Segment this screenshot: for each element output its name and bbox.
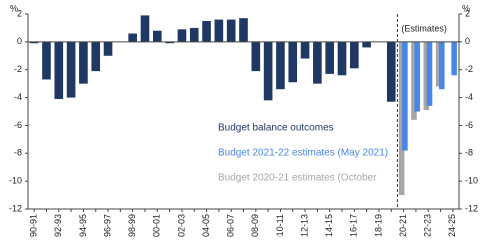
y2-tick-label: -10 (465, 176, 478, 186)
x-tick-label: 2008-09 (250, 214, 260, 237)
bar (239, 18, 248, 42)
bar (226, 19, 236, 42)
y-tick-label: -10 (9, 176, 22, 186)
bar (435, 41, 442, 87)
x-tick-label: 2002-03 (176, 214, 186, 237)
x-tick-label: 1990-91 (29, 214, 39, 237)
bar (189, 27, 199, 42)
x-tick-label: 2010-11 (275, 214, 285, 237)
bar (29, 41, 39, 44)
y-tick-label: -4 (14, 92, 22, 102)
bar (325, 41, 335, 74)
bar (451, 41, 457, 76)
y2-tick-label: -4 (465, 92, 473, 102)
bar (165, 41, 174, 44)
bar (66, 41, 76, 98)
annotation: (Estimates) (401, 23, 447, 33)
y-tick-label: -2 (14, 64, 22, 74)
bar (386, 41, 396, 102)
legend-label: Budget 2021-22 estimates (May 2021) (218, 148, 388, 159)
bar (337, 41, 347, 76)
y2-tick-label: 0 (465, 36, 470, 46)
bar (91, 41, 101, 72)
x-tick-label: 1994-95 (78, 214, 88, 237)
x-tick-label: 2024-25 (447, 214, 457, 237)
y2-tick-label: 2 (465, 8, 470, 18)
x-tick-label: 2004-05 (201, 214, 211, 237)
bar (128, 33, 137, 42)
x-tick-label: 2018-19 (373, 214, 383, 237)
y-tick-label: 2 (17, 8, 22, 18)
bar (214, 19, 224, 42)
x-tick-label: 2020-21 (398, 214, 408, 237)
y2-tick-label: -8 (465, 148, 473, 158)
bar (300, 41, 310, 59)
y-tick-label: -8 (14, 148, 22, 158)
y-tick-label: -12 (9, 203, 22, 213)
bar (313, 41, 322, 84)
x-tick-label: 2016-17 (349, 214, 359, 237)
x-tick-label: 1998-99 (127, 214, 137, 237)
legend-label: Budget balance outcomes (218, 123, 334, 134)
y-unit-right: % (462, 3, 470, 13)
x-tick-label: 2000-01 (152, 214, 162, 237)
bar (426, 41, 433, 106)
x-tick-label: 1996-97 (102, 214, 112, 237)
bar (79, 41, 88, 84)
x-tick-label: 2012-13 (299, 214, 309, 237)
x-tick-label: 2006-07 (226, 214, 236, 237)
y-unit-left: % (10, 3, 18, 13)
bar (414, 41, 420, 112)
x-tick-label: 1992-93 (53, 214, 63, 237)
y-tick-label: 0 (17, 36, 22, 46)
bar (288, 41, 298, 83)
x-tick-label: 2014-15 (324, 214, 334, 237)
y2-tick-label: -6 (465, 120, 473, 130)
bar (362, 41, 371, 48)
bar (103, 41, 113, 56)
bar (202, 20, 211, 42)
bar (423, 41, 430, 111)
y-tick-label: -6 (14, 120, 22, 130)
x-tick-label: 2022-23 (423, 214, 433, 237)
legend-label: Budget 2020-21 estimates (October (218, 173, 377, 184)
bar (42, 41, 51, 80)
bar (439, 41, 445, 90)
bar (54, 41, 64, 99)
bar (263, 41, 273, 101)
y2-tick-label: -12 (465, 203, 478, 213)
bar (251, 41, 261, 72)
bar (140, 15, 150, 42)
bar (411, 41, 417, 120)
bar (402, 41, 408, 151)
bar (398, 41, 405, 196)
y2-tick-label: -2 (465, 64, 473, 74)
bar (350, 41, 359, 69)
bar (276, 41, 285, 90)
bar (152, 30, 162, 42)
bar (177, 29, 187, 42)
